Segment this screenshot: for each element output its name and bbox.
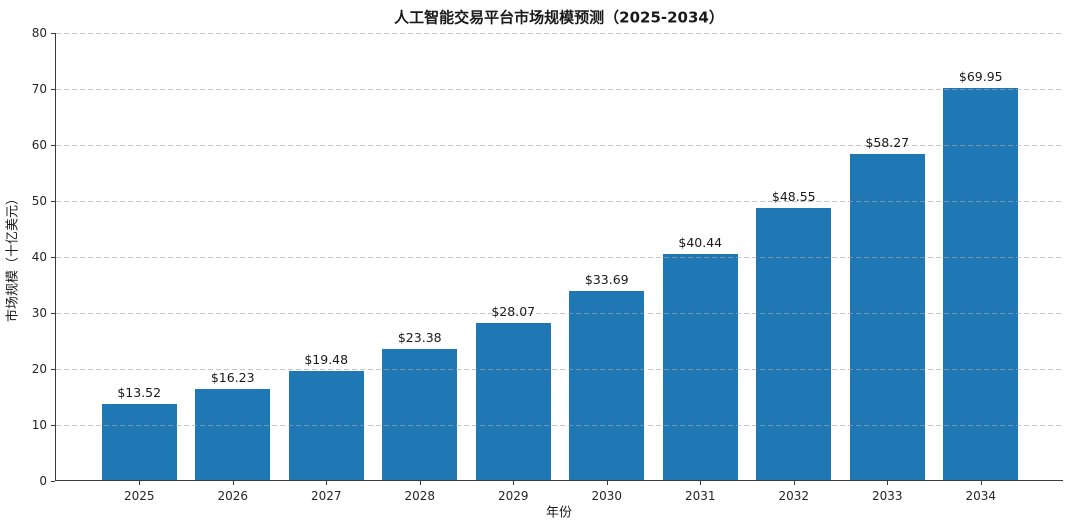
bar-value-label: $19.48 (304, 351, 349, 367)
chart-title: 人工智能交易平台市场规模预测（2025-2034） (394, 8, 724, 27)
bar-value-label: $13.52 (117, 385, 162, 401)
bar-value-label: $23.38 (397, 330, 442, 346)
y-tick-mark (51, 145, 55, 146)
bar (101, 404, 177, 480)
bar (382, 349, 458, 480)
y-tick-mark (51, 313, 55, 314)
x-tick-label: 2026 (217, 489, 248, 503)
x-tick-mark (700, 481, 702, 485)
gridline (56, 33, 1063, 34)
y-tick-mark (51, 33, 55, 34)
y-tick-label: 20 (31, 362, 47, 376)
gridline (56, 145, 1063, 146)
gridline (56, 89, 1063, 90)
bar (195, 389, 271, 480)
x-tick-mark (232, 481, 234, 485)
x-tick-label: 2030 (591, 489, 623, 503)
bar-value-label: $40.44 (678, 234, 723, 250)
y-tick-mark (51, 201, 55, 202)
y-tick-label: 70 (31, 82, 47, 96)
bar-value-label: $28.07 (491, 303, 536, 319)
plot-area: 0 10 20 30 40 50 60 70 80 $13.52 2025 $16.23 2026 $19… (32, 26, 1063, 503)
x-tick-label: 2029 (497, 489, 529, 503)
bar (475, 322, 551, 480)
y-tick-mark (51, 89, 55, 90)
y-tick-label: 50 (31, 194, 47, 208)
y-tick-label: 30 (31, 306, 47, 320)
bar-value-label: $33.69 (584, 272, 629, 288)
y-tick-mark (51, 481, 55, 482)
x-tick-mark (326, 481, 328, 485)
y-tick-label: 40 (31, 250, 47, 264)
bar (662, 253, 738, 480)
x-tick-mark (606, 481, 608, 485)
y-tick-label: 80 (31, 26, 47, 40)
x-axis-label: 年份 (545, 505, 573, 521)
x-tick-label: 2031 (684, 489, 716, 503)
x-tick-label: 2028 (404, 489, 436, 503)
x-tick-label: 2032 (778, 489, 810, 503)
bar-value-label: $69.95 (958, 69, 1003, 85)
x-tick-mark (419, 481, 421, 485)
x-tick-label: 2027 (310, 489, 342, 503)
bar (569, 291, 645, 480)
bar (849, 153, 925, 480)
bar (943, 88, 1019, 480)
y-tick-mark (51, 425, 55, 426)
x-tick-label: 2034 (965, 489, 997, 503)
y-tick-label: 60 (31, 138, 47, 152)
x-tick-mark (513, 481, 515, 485)
bar (756, 208, 832, 480)
x-tick-mark (980, 481, 982, 485)
x-tick-mark (793, 481, 795, 485)
bar-value-label: $16.23 (210, 370, 255, 386)
bar-value-label: $58.27 (865, 134, 910, 150)
y-tick-label: 0 (39, 474, 47, 488)
y-tick-mark (51, 257, 55, 258)
bar-value-label: $48.55 (771, 189, 816, 205)
bar (288, 370, 364, 480)
x-tick-label: 2033 (871, 489, 903, 503)
x-tick-mark (887, 481, 889, 485)
x-tick-label: 2025 (123, 489, 155, 503)
x-tick-mark (139, 481, 141, 485)
y-tick-mark (51, 369, 55, 370)
y-axis-label: 市场规模（十亿美元） (5, 191, 21, 323)
y-tick-label: 10 (31, 418, 47, 432)
